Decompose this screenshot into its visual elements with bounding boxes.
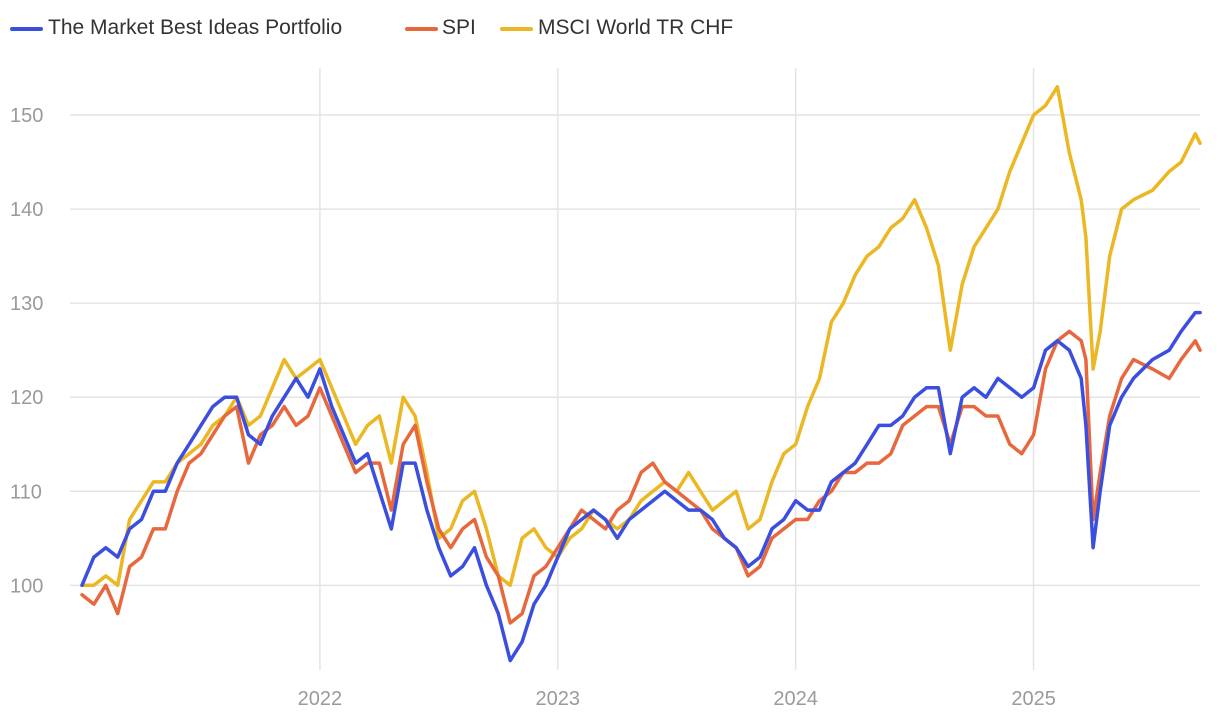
y-tick-label-100: 100 [10,575,43,597]
legend-item-msci[interactable]: MSCI World TR CHF [500,16,733,39]
x-tick-label-2024: 2024 [773,688,818,710]
x-tick-label-2023: 2023 [536,688,581,710]
y-axis-ticks: 100 110 120 130 140 150 [10,105,43,597]
grid-lines [70,68,1200,670]
legend-label-spi: SPI [442,16,476,39]
x-tick-label-2022: 2022 [298,688,343,710]
y-tick-label-150: 150 [10,105,43,127]
series-line-spi [80,329,1202,625]
y-tick-label-110: 110 [10,481,42,503]
y-tick-label-130: 130 [10,293,43,315]
legend: The Market Best Ideas Portfolio SPI MSCI… [10,16,733,39]
y-tick-label-120: 120 [10,387,43,409]
series-line-msci [80,85,1202,588]
legend-item-portfolio[interactable]: The Market Best Ideas Portfolio [10,16,342,39]
x-tick-label-2025: 2025 [1011,688,1056,710]
y-tick-label-140: 140 [10,199,43,221]
x-axis-ticks: 2022 2023 2024 2025 [298,688,1056,710]
legend-item-spi[interactable]: SPI [405,16,476,39]
legend-label-portfolio: The Market Best Ideas Portfolio [48,16,342,39]
legend-label-msci: MSCI World TR CHF [538,16,733,39]
series-lines [80,85,1202,663]
series-line-portfolio [80,310,1202,663]
